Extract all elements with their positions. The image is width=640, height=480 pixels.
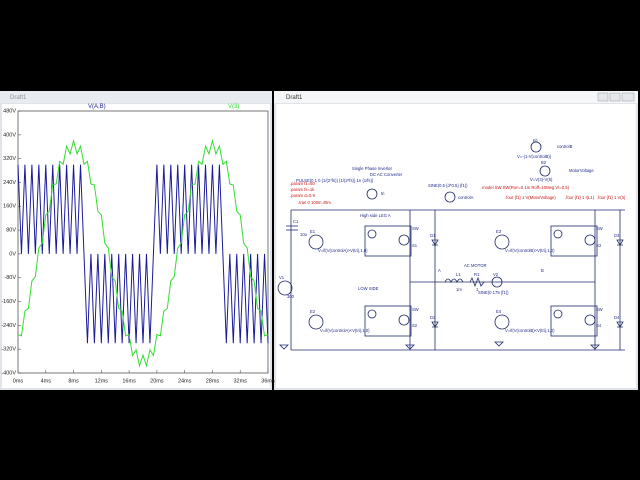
plot-title-bar[interactable]: [0, 91, 272, 103]
schematic-label: D2: [430, 315, 436, 320]
schematic-label: SW: [596, 226, 603, 231]
schematic-label: E3: [496, 229, 502, 234]
schematic-label: SW: [596, 307, 603, 312]
schematic-canvas: [276, 104, 636, 388]
plot-frame: [17, 110, 269, 374]
schematic-label: S4: [596, 323, 602, 328]
spice-directive: .tran 0 100m 40m: [298, 200, 331, 205]
x-tick-label: 0ms: [13, 378, 24, 384]
y-tick-label: -320V: [1, 347, 16, 353]
schematic-label: controlB: [557, 144, 573, 149]
schematic-label: V=if(V(controlA)>V(tri),1,0): [318, 248, 368, 253]
schematic-label: SW: [412, 226, 419, 231]
schematic-window-title: Draft1: [286, 95, 303, 101]
schematic-label: Single Phase Inverter: [352, 166, 393, 171]
x-tick-label: 32ms: [233, 378, 247, 384]
schematic-label: D4: [614, 315, 620, 320]
schematic-label: B2: [541, 160, 547, 165]
schematic-label: 1: [476, 287, 479, 292]
schematic-label: AC MOTOR: [464, 263, 487, 268]
schematic-label: High side LEG A: [360, 213, 391, 218]
schematic-label: D3: [614, 233, 620, 238]
y-tick-label: 400V: [3, 132, 16, 138]
schematic-label: C1: [293, 219, 299, 224]
schematic-label: tri: [381, 191, 385, 196]
x-tick-label: 28ms: [206, 378, 220, 384]
schematic-label: E1: [310, 229, 316, 234]
schematic-label: SINE(0 175 {f1}): [478, 290, 509, 295]
schematic-wiring: [277, 141, 625, 351]
schematic-label: S3: [596, 243, 602, 248]
plot-window-title: Draft1: [10, 95, 27, 101]
schematic-label: SW: [412, 307, 419, 312]
x-tick-label: 16ms: [122, 378, 136, 384]
spice-directive: .param fs=1k: [290, 187, 315, 192]
schematic-label: 10u: [300, 232, 308, 237]
schematic-label: V1: [279, 275, 285, 280]
spice-directive: .model SW SW(Ron=0.1m Roff=10Meg Vt=0.5): [481, 185, 570, 190]
schematic-label: R1: [474, 272, 480, 277]
schematic-title-bar[interactable]: [274, 91, 638, 103]
y-tick-label: 80V: [6, 228, 16, 234]
schematic-label: LOW SIDE: [358, 286, 379, 291]
schematic-label: V=if(V(controlA)<V(tri),1,0): [320, 328, 370, 333]
y-tick-label: 0V: [9, 251, 16, 257]
schematic-label: V=if(V(controlB)>V(tri),1,0): [505, 248, 555, 253]
y-tick-label: -400V: [1, 370, 16, 376]
schematic-label: E2: [310, 309, 316, 314]
y-tick-label: -80V: [4, 275, 16, 281]
spice-directive: .four {f1} 1 V(MotorVoltage): [505, 195, 556, 200]
schematic-label: V2: [493, 272, 499, 277]
schematic-label: PULSE(0 1 0 {1/(2*fs)} {1/(2*fs)} 1n {1/…: [296, 178, 374, 183]
schematic-label: SINE(0.5 {d*0.5} {f1}): [428, 183, 468, 188]
spice-directive: .param f1=50: [290, 181, 315, 186]
trace: [17, 138, 269, 368]
x-tick-label: 24ms: [178, 378, 192, 384]
schematic-label: V=-(1-V(controlB)): [517, 154, 552, 159]
schematic-label: V=V(3)-V(5): [530, 177, 553, 182]
minimize-button[interactable]: [597, 92, 609, 102]
x-tick-label: 12ms: [95, 378, 109, 384]
close-button[interactable]: [621, 92, 635, 102]
schematic-label: A: [438, 268, 441, 273]
schematic-label: controlA: [458, 195, 474, 200]
schematic-label: V=if(V(controlB)<V(tri),1,0): [505, 328, 555, 333]
y-tick-label: 320V: [3, 156, 16, 162]
schematic-label: S2: [412, 323, 418, 328]
schematic-label: DC AC Converter: [370, 172, 403, 177]
legend-label: V(A,B): [88, 104, 106, 110]
schematic-label: 1m: [456, 287, 462, 292]
maximize-button[interactable]: [609, 92, 621, 102]
spice-directive: .param d=0.9: [290, 193, 315, 198]
legend-label: V(3): [228, 104, 239, 110]
y-tick-label: -160V: [1, 299, 16, 305]
y-tick-label: -240V: [1, 323, 16, 329]
schematic-label: MotorVoltage: [569, 168, 594, 173]
schematic-label: S1: [412, 243, 418, 248]
x-tick-label: 20ms: [150, 378, 164, 384]
schematic-label: L1: [456, 272, 461, 277]
x-tick-label: 4ms: [41, 378, 52, 384]
y-tick-label: 240V: [3, 180, 16, 186]
spice-directive: .four {f1} 1 V(3): [597, 195, 626, 200]
spice-directive: .four {f1} 1 I(L1): [565, 195, 595, 200]
schematic-label: D1: [430, 233, 436, 238]
schematic-label: 300: [287, 294, 295, 299]
x-tick-label: 8ms: [68, 378, 79, 384]
schematic-label: E4: [496, 309, 502, 314]
x-tick-label: 36ms: [261, 378, 275, 384]
schematic-label: B1: [533, 138, 539, 143]
schematic-label: B: [541, 268, 544, 273]
y-tick-label: 160V: [3, 204, 16, 210]
y-tick-label: 480V: [3, 108, 16, 114]
